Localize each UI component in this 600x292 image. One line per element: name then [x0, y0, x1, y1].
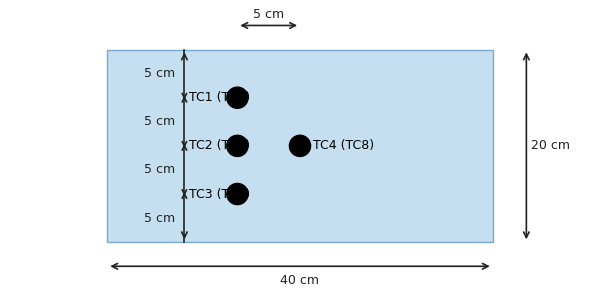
Text: 5 cm: 5 cm [143, 67, 175, 80]
Bar [107, 50, 493, 242]
Circle shape [227, 87, 248, 108]
Text: TC4 (TC8): TC4 (TC8) [313, 139, 374, 152]
Text: 20 cm: 20 cm [531, 139, 570, 152]
Text: TC1 (TC5): TC1 (TC5) [189, 91, 250, 104]
Circle shape [227, 135, 248, 157]
Text: 5 cm: 5 cm [253, 8, 284, 21]
Text: 5 cm: 5 cm [143, 115, 175, 128]
Circle shape [227, 183, 248, 205]
Text: TC3 (TC7): TC3 (TC7) [189, 187, 250, 201]
Text: 5 cm: 5 cm [143, 212, 175, 225]
Text: 5 cm: 5 cm [143, 164, 175, 176]
Circle shape [289, 135, 311, 157]
Text: TC2 (TC6): TC2 (TC6) [189, 139, 250, 152]
Text: 40 cm: 40 cm [280, 274, 319, 287]
